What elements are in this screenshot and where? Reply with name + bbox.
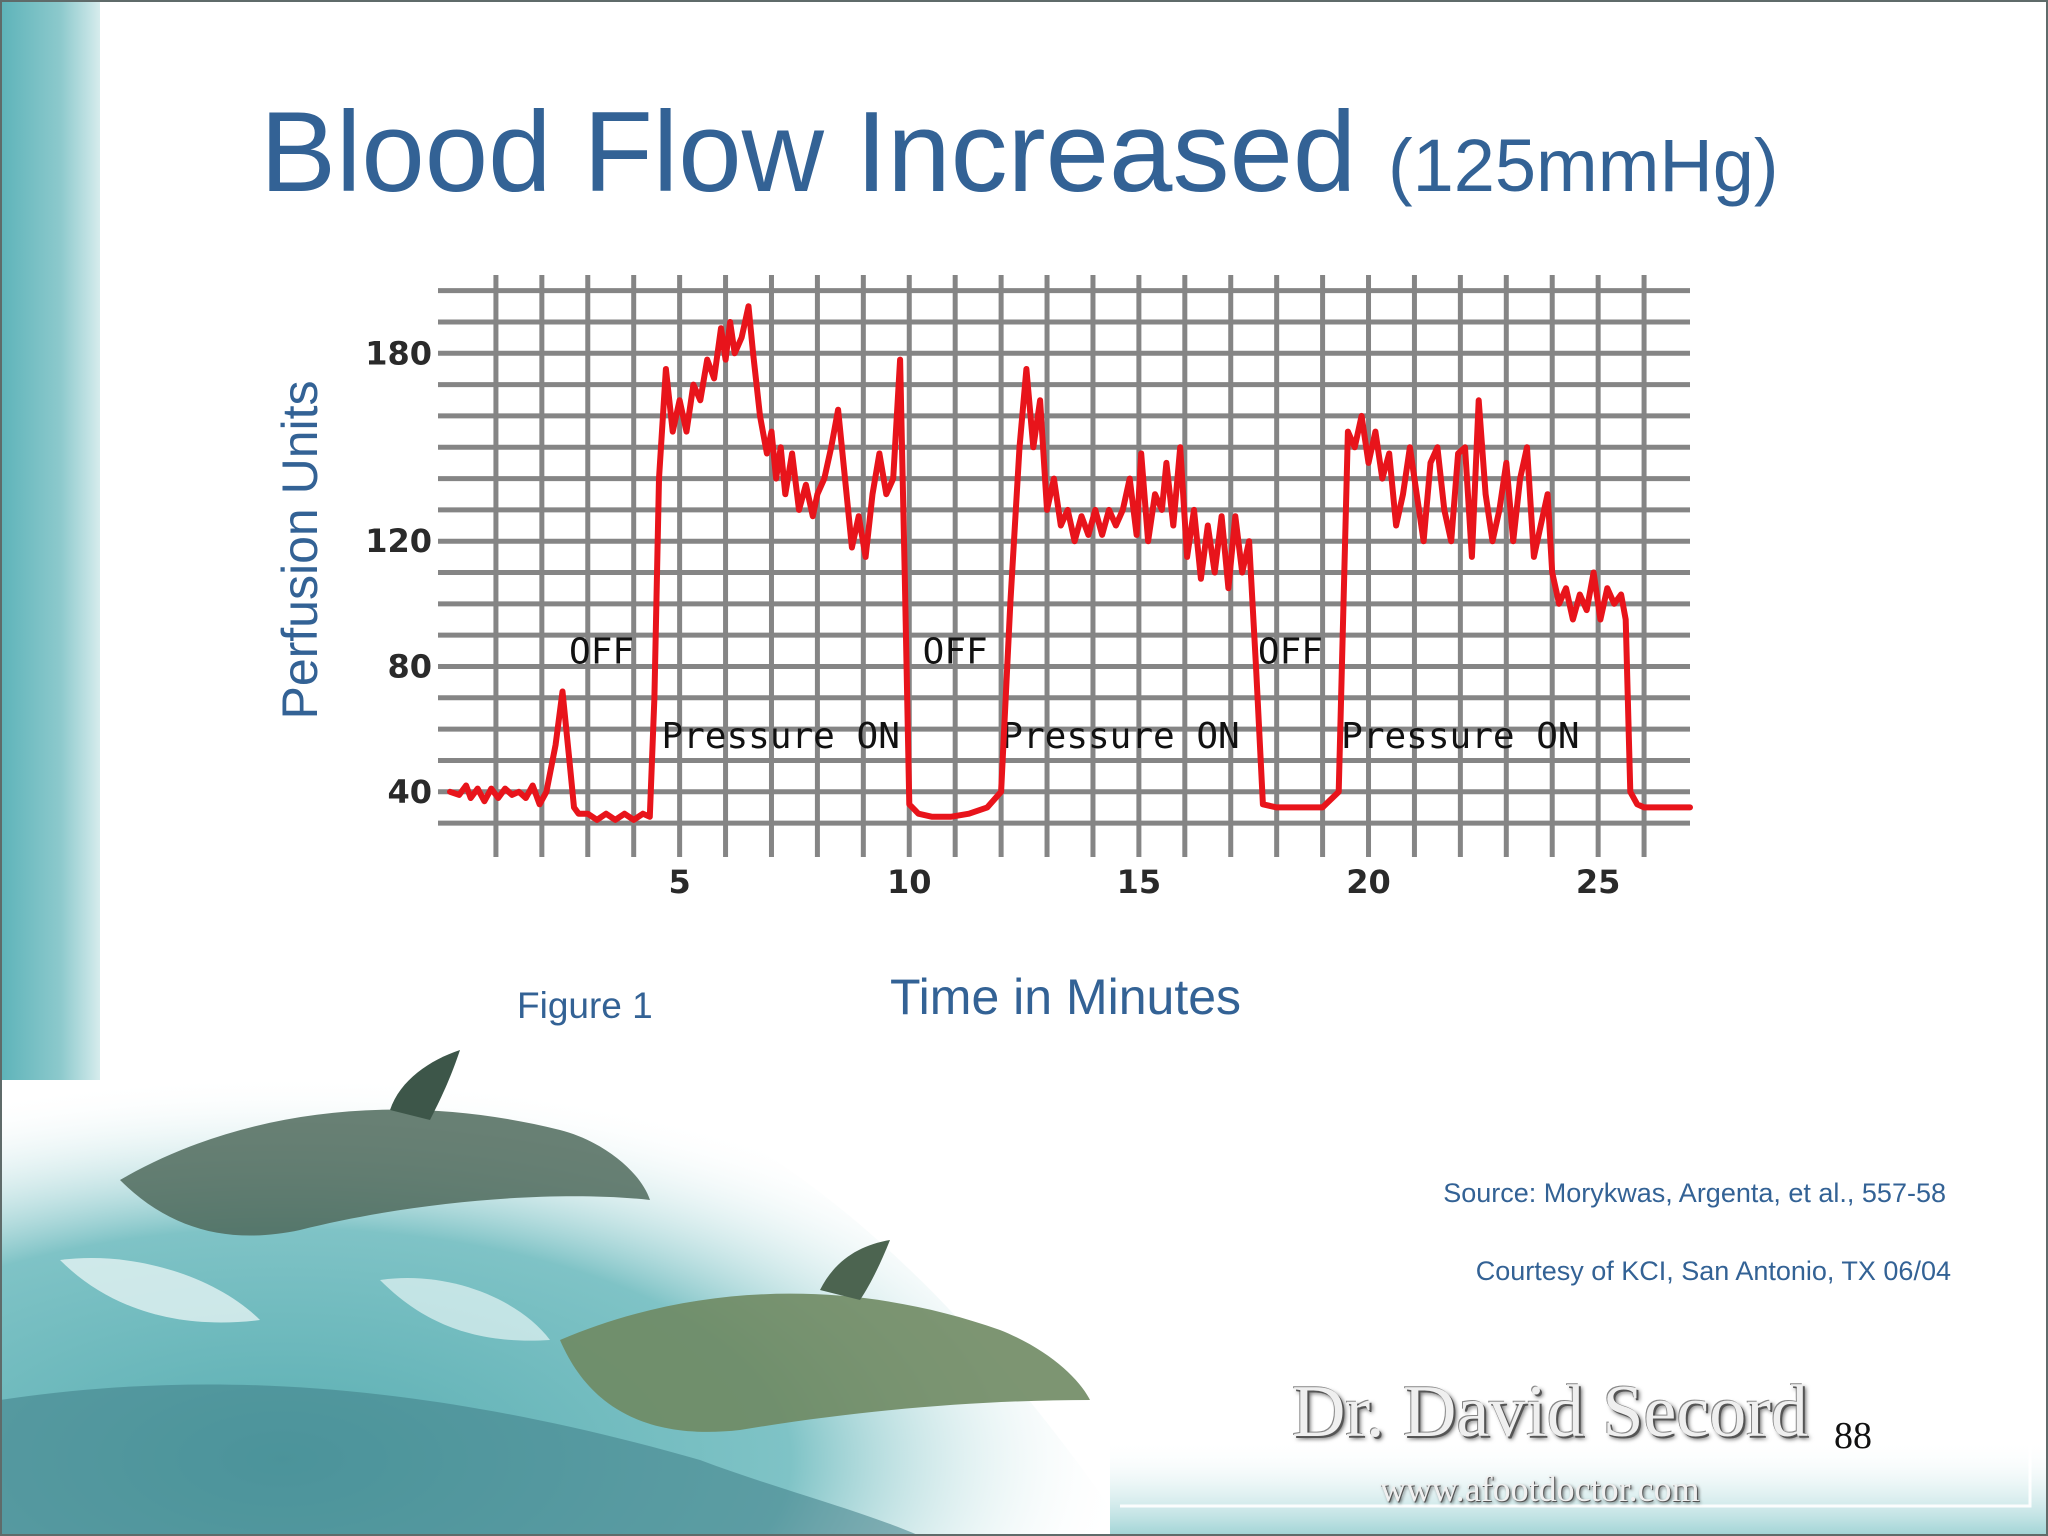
chart-grid — [438, 275, 1690, 857]
chart-ticks: 5 10 15 20 25 40 80 120 180 — [365, 334, 1620, 901]
chart-annotation: Pressure ON — [1001, 716, 1239, 757]
figure-label: Figure 1 — [517, 985, 653, 1026]
x-tick-label: 15 — [1117, 863, 1162, 901]
chart-annotation: Pressure ON — [661, 716, 899, 757]
x-tick-label: 10 — [887, 863, 932, 901]
logo-url: www.afootdoctor.com — [1380, 1469, 1700, 1509]
y-axis-label: Perfusion Units — [272, 380, 328, 720]
chart-annotation: OFF — [923, 631, 988, 672]
source-citation: Source: Morykwas, Argenta, et al., 557-5… — [1443, 1178, 1946, 1208]
y-tick-label: 80 — [387, 647, 432, 685]
x-tick-label: 5 — [668, 863, 690, 901]
logo-name: Dr. David Secord — [1292, 1371, 1808, 1453]
x-tick-label: 25 — [1576, 863, 1621, 901]
slide-title: Blood Flow Increased (125mmHg) — [260, 88, 1779, 231]
chart-annotation: Pressure ON — [1341, 716, 1579, 757]
page-number: 88 — [1834, 1415, 1872, 1457]
chart-annotation: OFF — [1258, 631, 1323, 672]
y-tick-label: 120 — [365, 522, 432, 560]
chart-series — [447, 303, 1693, 823]
series-line-perfusion — [447, 303, 1693, 823]
dolphin-illustration — [0, 1050, 1090, 1536]
chart-annotation: OFF — [569, 631, 634, 672]
y-tick-label: 40 — [387, 773, 432, 811]
x-axis-label: Time in Minutes — [890, 969, 1242, 1025]
x-tick-label: 20 — [1346, 863, 1391, 901]
title-main: Blood Flow Increased — [260, 89, 1357, 216]
y-tick-label: 180 — [365, 334, 432, 372]
chart-annotations: OFF OFF OFF Pressure ON Pressure ON Pressure … — [569, 631, 1580, 757]
courtesy-note: Courtesy of KCI, San Antonio, TX 06/04 — [1475, 1256, 1951, 1286]
logo-frame — [1120, 1347, 2032, 1508]
title-subtitle: (125mmHg) — [1387, 124, 1779, 207]
